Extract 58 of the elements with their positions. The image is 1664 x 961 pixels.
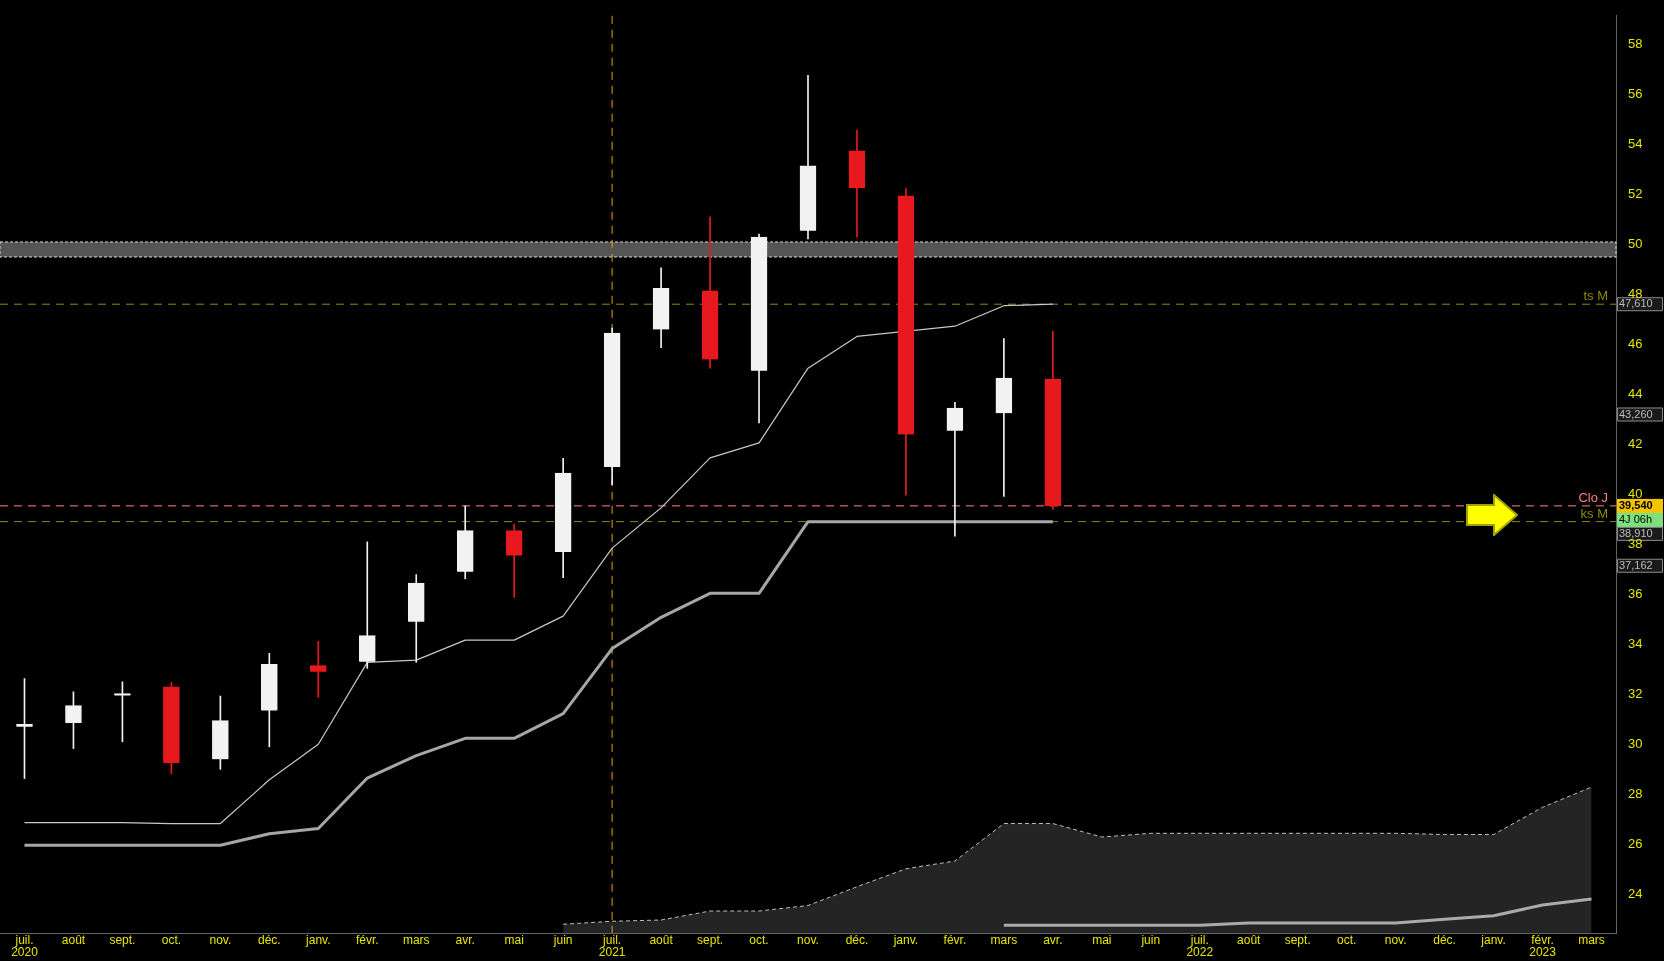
x-tick-label: mai — [1092, 933, 1112, 948]
x-tick-label: sept. — [1284, 933, 1311, 948]
text: 43,260 — [1619, 407, 1653, 420]
x-tick-label: nov. — [209, 933, 232, 948]
y-tick-label: 36 — [1628, 585, 1643, 601]
x-tick-label: janv. — [892, 933, 919, 948]
x-tick-label: janv. — [1480, 933, 1506, 948]
text: 4J 06h — [1619, 512, 1653, 525]
x-tick-label: févr. 2023 — [1529, 933, 1557, 960]
y-tick-label: 50 — [1628, 236, 1643, 252]
text: 37,162 — [1619, 558, 1653, 571]
text: 47,610 — [1619, 297, 1653, 310]
x-tick-label: juil. 2020 — [11, 933, 39, 960]
y-tick-label: 24 — [1628, 885, 1643, 901]
x-tick-label: août — [61, 933, 86, 948]
y-tick-label: 26 — [1628, 835, 1643, 851]
text: 38,910 — [1619, 526, 1653, 539]
x-tick-label: nov. — [1384, 933, 1407, 948]
x-tick-label: juin — [1140, 933, 1161, 948]
y-tick-label: 58 — [1628, 36, 1643, 52]
x-tick-label: juil. 2021 — [598, 933, 626, 960]
text: 39,540 — [1619, 498, 1653, 511]
x-tick-label: sept. — [109, 933, 136, 948]
x-tick-label: juil. 2022 — [1186, 933, 1214, 960]
x-tick-label: oct. — [1336, 933, 1357, 948]
y-tick-label: 28 — [1628, 785, 1643, 801]
ref-line-label: ks M — [1580, 505, 1608, 521]
y-tick-label: 44 — [1628, 386, 1643, 401]
y-tick-label: 32 — [1628, 685, 1643, 701]
x-tick-label: mai — [504, 933, 524, 948]
y-tick-label: 56 — [1628, 86, 1643, 102]
x-tick-label: août — [649, 933, 674, 948]
x-tick-label: oct. — [749, 933, 769, 948]
x-tick-label: août — [1237, 933, 1262, 948]
y-tick-label: 30 — [1628, 735, 1643, 751]
y-tick-label: 52 — [1628, 186, 1643, 202]
x-tick-label: févr. — [943, 933, 967, 948]
x-tick-label: déc. — [257, 933, 281, 948]
x-tick-label: avr. — [455, 933, 475, 948]
ref-line-label: ts M — [1583, 288, 1608, 304]
x-tick-label: janv. — [305, 933, 331, 948]
y-tick-label: 54 — [1628, 136, 1643, 152]
x-tick-label: mars — [402, 933, 430, 948]
x-tick-label: juin — [552, 933, 573, 948]
x-tick-label: mars — [990, 933, 1018, 948]
x-tick-label: déc. — [1433, 933, 1456, 948]
x-tick-label: sept. — [697, 933, 724, 948]
ref-line-label: Clo J — [1578, 489, 1608, 505]
x-tick-label: mars — [1578, 933, 1605, 948]
x-tick-label: nov. — [797, 933, 819, 948]
x-tick-label: déc. — [845, 933, 869, 948]
y-tick-label: 42 — [1628, 435, 1643, 451]
x-tick-label: févr. — [355, 933, 379, 948]
x-tick-label: oct. — [161, 933, 182, 948]
y-tick-label: 46 — [1628, 336, 1643, 352]
x-tick-label: avr. — [1043, 933, 1063, 948]
y-tick-label: 40 — [1628, 485, 1643, 501]
y-tick-label: 34 — [1628, 635, 1643, 651]
